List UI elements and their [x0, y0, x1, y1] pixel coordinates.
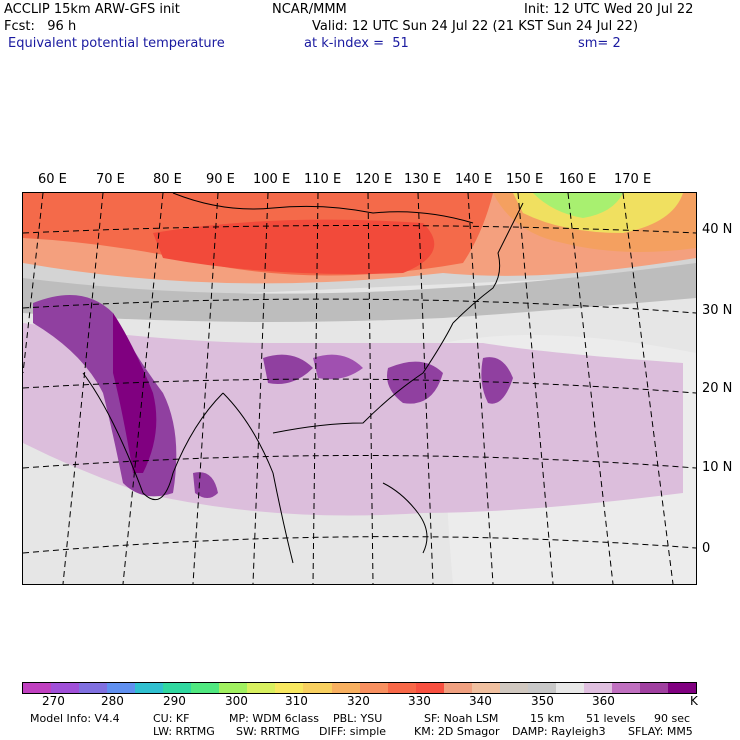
colorbar-segment: [23, 683, 52, 693]
colorbar-tick-310: 310: [285, 694, 308, 708]
lon-label-70: 70 E: [96, 172, 125, 187]
colorbar-segment: [51, 683, 80, 693]
theta-e-map: [23, 193, 696, 584]
colorbar-segment: [387, 683, 416, 693]
lon-label-150: 150 E: [506, 172, 544, 187]
lat-label-40: 40 N: [702, 222, 733, 237]
colorbar-segment: [527, 683, 556, 693]
colorbar-tick-290: 290: [163, 694, 186, 708]
lon-label-130: 130 E: [404, 172, 442, 187]
lon-label-80: 80 E: [153, 172, 182, 187]
lon-label-120: 120 E: [355, 172, 393, 187]
colorbar-segment: [583, 683, 612, 693]
colorbar-segment: [415, 683, 444, 693]
colorbar-segment: [555, 683, 584, 693]
lat-label-20: 20 N: [702, 381, 733, 396]
colorbar-tick-320: 320: [347, 694, 370, 708]
model-info-pbl: PBL: YSU: [333, 712, 383, 725]
colorbar-segment: [275, 683, 304, 693]
colorbar-segment: [331, 683, 360, 693]
colorbar-segment: [135, 683, 164, 693]
field-name: Equivalent potential temperature: [8, 36, 225, 51]
colorbar-segment: [219, 683, 248, 693]
map-panel: [22, 192, 697, 585]
model-info-sf: SF: Noah LSM: [424, 712, 499, 725]
colorbar-tick-280: 280: [101, 694, 124, 708]
colorbar-segment: [359, 683, 388, 693]
colorbar-tick-300: 300: [225, 694, 248, 708]
model-title: ACCLIP 15km ARW-GFS init: [4, 2, 180, 17]
colorbar-segment: [668, 683, 697, 693]
model-info-mp: MP: WDM 6class: [229, 712, 319, 725]
colorbar-segment: [443, 683, 472, 693]
colorbar-segment: [191, 683, 220, 693]
lat-label-30: 30 N: [702, 303, 733, 318]
colorbar-tick-330: 330: [408, 694, 431, 708]
lon-label-110: 110 E: [304, 172, 342, 187]
colorbar-segment: [640, 683, 669, 693]
colorbar-segment: [107, 683, 136, 693]
lat-label-0: 0: [702, 541, 711, 556]
model-info-version: Model Info: V4.4: [30, 712, 120, 725]
lon-label-140: 140 E: [455, 172, 493, 187]
model-info-sflay: SFLAY: MM5: [628, 725, 693, 738]
colorbar-unit: K: [690, 694, 698, 708]
colorbar-segment: [247, 683, 276, 693]
colorbar-tick-340: 340: [469, 694, 492, 708]
lat-label-10: 10 N: [702, 460, 733, 475]
colorbar-segment: [471, 683, 500, 693]
lon-label-160: 160 E: [559, 172, 597, 187]
lon-label-60: 60 E: [38, 172, 67, 187]
lon-label-170: 170 E: [614, 172, 652, 187]
center-name: NCAR/MMM: [272, 2, 347, 17]
colorbar-tick-270: 270: [42, 694, 65, 708]
model-info-damp: DAMP: Rayleigh3: [512, 725, 606, 738]
model-info-cu: CU: KF: [153, 712, 190, 725]
colorbar-segment: [303, 683, 332, 693]
init-time: Init: 12 UTC Wed 20 Jul 22: [524, 2, 694, 17]
colorbar-segment: [499, 683, 528, 693]
colorbar: [22, 682, 697, 694]
model-info-resolution: 15 km: [530, 712, 565, 725]
forecast-hour: Fcst: 96 h: [4, 19, 77, 34]
colorbar-tick-350: 350: [531, 694, 554, 708]
model-info-sw: SW: RRTMG: [236, 725, 300, 738]
colorbar-segment: [79, 683, 108, 693]
smoothing: sm= 2: [578, 36, 621, 51]
colorbar-segment: [163, 683, 192, 693]
valid-time: Valid: 12 UTC Sun 24 Jul 22 (21 KST Sun …: [312, 19, 639, 34]
model-info-lw: LW: RRTMG: [153, 725, 215, 738]
level-index: at k-index = 51: [304, 36, 409, 51]
model-info-levels: 51 levels: [586, 712, 636, 725]
model-info-km: KM: 2D Smagor: [414, 725, 500, 738]
colorbar-tick-360: 360: [592, 694, 615, 708]
colorbar-segment: [611, 683, 641, 693]
lon-label-100: 100 E: [253, 172, 291, 187]
model-info-diff: DIFF: simple: [319, 725, 387, 738]
model-info-timestep: 90 sec: [654, 712, 691, 725]
lon-label-90: 90 E: [206, 172, 235, 187]
